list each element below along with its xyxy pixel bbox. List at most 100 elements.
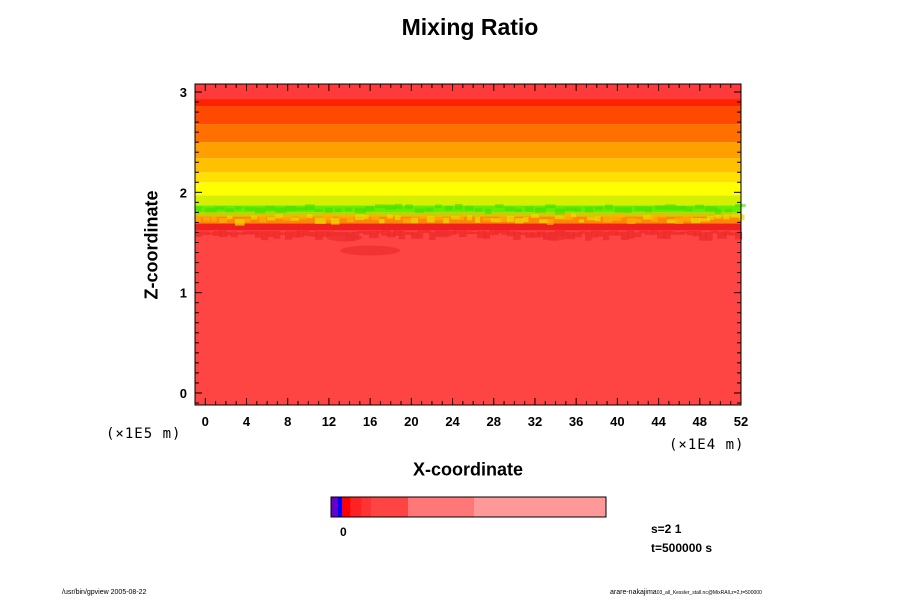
boundary-blob — [327, 231, 335, 237]
boundary-blob — [259, 215, 267, 223]
plot-frame — [194, 83, 742, 406]
boundary-blob — [381, 230, 391, 236]
x-tick-label: 8 — [284, 414, 291, 429]
x-tick-label: 36 — [569, 414, 583, 429]
boundary-blob — [619, 213, 625, 218]
boundary-blob — [265, 205, 275, 211]
x-tick-label: 12 — [322, 414, 336, 429]
boundary-blob — [579, 219, 585, 223]
boundary-blob — [505, 206, 515, 212]
x-tick-label: 0 — [202, 414, 209, 429]
boundary-blob — [495, 204, 504, 208]
x-tick-label: 52 — [734, 414, 748, 429]
boundary-blob — [261, 231, 268, 241]
boundary-blob — [639, 230, 647, 234]
colorbar-frame — [330, 496, 607, 518]
y-tick-label: 2 — [180, 185, 187, 200]
y-tick-label: 3 — [180, 85, 187, 100]
boundary-blob — [513, 231, 521, 240]
x-tick-label: 28 — [487, 414, 501, 429]
boundary-blob — [321, 231, 331, 237]
boundary-blob — [285, 231, 292, 240]
boundary-blob — [453, 230, 460, 234]
x-tick-label: 4 — [243, 414, 251, 429]
boundary-blob — [355, 214, 365, 221]
boundary-blob — [395, 203, 403, 209]
boundary-blob — [267, 231, 274, 237]
boundary-blob — [483, 217, 493, 221]
boundary-blob — [621, 231, 629, 241]
boundary-blob — [725, 208, 733, 213]
boundary-blob — [243, 218, 251, 222]
boundary-blob — [231, 231, 238, 238]
boundary-blob — [659, 213, 666, 218]
boundary-blob — [331, 217, 340, 225]
boundary-blob — [273, 231, 281, 239]
boundary-blob — [627, 217, 636, 225]
boundary-blob — [195, 216, 201, 223]
boundary-blob — [563, 213, 573, 220]
boundary-blob — [219, 230, 227, 238]
boundary-blob — [219, 217, 228, 223]
boundary-blob — [635, 218, 642, 223]
boundary-blob — [405, 204, 413, 209]
stray-patch — [340, 245, 401, 256]
boundary-blob — [595, 206, 603, 211]
plot-area — [195, 84, 741, 405]
boundary-blob — [403, 218, 411, 224]
boundary-blob — [443, 217, 450, 224]
x-tick-label: 24 — [445, 414, 460, 429]
boundary-blob — [699, 232, 707, 241]
boundary-blob — [399, 230, 406, 240]
boundary-blob — [477, 231, 487, 239]
boundary-blob — [565, 207, 577, 211]
boundary-blob — [307, 214, 313, 219]
boundary-blob — [707, 216, 715, 220]
boundary-blob — [547, 219, 554, 225]
boundary-blob — [355, 208, 366, 214]
boundary-blob — [427, 216, 435, 223]
boundary-blob — [495, 230, 502, 234]
y-axis-unit: (×1E5 m) — [106, 426, 182, 442]
boundary-blob — [237, 232, 247, 235]
color-band — [195, 142, 741, 159]
boundary-blob — [465, 231, 473, 235]
boundary-blob — [691, 217, 701, 224]
boundary-blob — [539, 219, 548, 224]
boundary-blob — [685, 206, 693, 212]
boundary-blob — [683, 215, 693, 222]
color-band — [195, 106, 741, 125]
boundary-blob — [235, 218, 245, 226]
color-band — [195, 212, 741, 217]
boundary-blob — [531, 213, 540, 218]
boundary-blob — [225, 208, 235, 213]
boundary-blob — [475, 216, 481, 223]
boundary-blob — [669, 231, 676, 235]
boundary-blob — [531, 232, 541, 238]
boundary-blob — [655, 205, 666, 210]
colorbar-zero-label: 0 — [340, 525, 347, 539]
boundary-blob — [723, 214, 730, 220]
colorbar-segment — [337, 497, 343, 517]
boundary-blob — [285, 205, 297, 212]
boundary-blob — [203, 217, 211, 222]
boundary-blob — [225, 231, 232, 236]
boundary-blob — [455, 203, 463, 210]
boundary-blob — [501, 230, 510, 235]
boundary-blob — [251, 215, 258, 220]
boundary-blob — [357, 231, 365, 234]
boundary-blob — [245, 207, 255, 211]
boundary-blob — [525, 206, 534, 212]
boundary-blob — [663, 230, 671, 239]
boundary-blob — [465, 205, 474, 211]
boundary-blob — [195, 206, 202, 212]
boundary-blob — [435, 216, 443, 221]
boundary-blob — [729, 232, 738, 236]
boundary-blob — [645, 231, 654, 236]
boundary-blob — [705, 232, 713, 241]
boundary-blob — [627, 230, 635, 239]
boundary-blob — [459, 215, 465, 220]
boundary-blob — [715, 214, 722, 219]
